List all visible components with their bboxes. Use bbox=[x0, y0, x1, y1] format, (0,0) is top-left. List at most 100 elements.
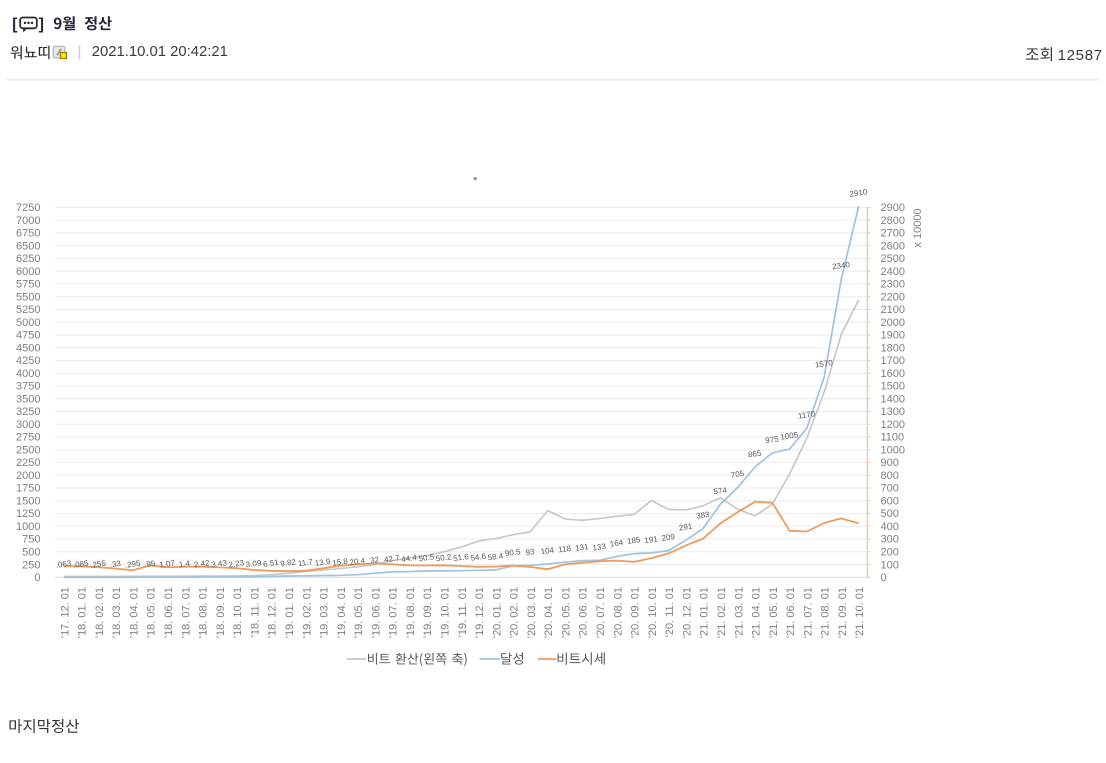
svg-text:1000: 1000 bbox=[881, 444, 905, 456]
svg-text:3750: 3750 bbox=[16, 381, 40, 393]
svg-text:2250: 2250 bbox=[16, 457, 40, 469]
svg-text:2800: 2800 bbox=[881, 215, 905, 227]
svg-text:'21. 02. 01: '21. 02. 01 bbox=[716, 587, 728, 638]
svg-text:1500: 1500 bbox=[881, 381, 905, 393]
svg-text:'20. 12. 01: '20. 12. 01 bbox=[681, 587, 693, 638]
svg-text:164: 164 bbox=[609, 538, 624, 549]
svg-text:'21. 01. 01: '21. 01. 01 bbox=[699, 587, 711, 638]
svg-text:51.6: 51.6 bbox=[453, 552, 470, 563]
svg-text:4500: 4500 bbox=[16, 342, 40, 354]
svg-text:900: 900 bbox=[881, 457, 899, 469]
svg-text:6000: 6000 bbox=[16, 266, 40, 278]
svg-text:705: 705 bbox=[730, 469, 745, 480]
svg-text:133: 133 bbox=[592, 542, 607, 553]
svg-text:300: 300 bbox=[881, 534, 899, 546]
svg-text:2500: 2500 bbox=[881, 253, 905, 265]
svg-text:865: 865 bbox=[747, 448, 762, 459]
svg-text:90.5: 90.5 bbox=[504, 547, 521, 558]
svg-text:'19. 12. 01: '19. 12. 01 bbox=[474, 587, 486, 638]
svg-text:3000: 3000 bbox=[16, 419, 40, 431]
svg-text:750: 750 bbox=[22, 534, 40, 546]
svg-text:'18. 11. 01: '18. 11. 01 bbox=[249, 587, 261, 637]
svg-text:2000: 2000 bbox=[881, 317, 905, 329]
svg-text:'18. 09. 01: '18. 09. 01 bbox=[215, 587, 227, 638]
svg-text:1570: 1570 bbox=[814, 358, 833, 369]
svg-text:.255: .255 bbox=[90, 559, 107, 570]
svg-text:'21. 03. 01: '21. 03. 01 bbox=[733, 587, 745, 638]
svg-text:4250: 4250 bbox=[16, 355, 40, 367]
svg-text:5500: 5500 bbox=[16, 291, 40, 303]
svg-text:'21. 04. 01: '21. 04. 01 bbox=[751, 587, 763, 638]
svg-text:3500: 3500 bbox=[16, 393, 40, 405]
svg-text:4000: 4000 bbox=[16, 368, 40, 380]
svg-text:'21. 09. 01: '21. 09. 01 bbox=[837, 587, 849, 638]
svg-text:400: 400 bbox=[881, 521, 899, 533]
svg-text:'18. 03. 01: '18. 03. 01 bbox=[111, 587, 123, 638]
svg-text:'20. 10. 01: '20. 10. 01 bbox=[647, 587, 659, 638]
svg-text:1200: 1200 bbox=[881, 419, 905, 431]
svg-text:'19. 08. 01: '19. 08. 01 bbox=[405, 587, 417, 638]
svg-text:'21. 05. 01: '21. 05. 01 bbox=[768, 587, 780, 638]
svg-text:2000: 2000 bbox=[16, 470, 40, 482]
svg-text:2.23: 2.23 bbox=[228, 558, 245, 569]
svg-text:1100: 1100 bbox=[881, 432, 905, 444]
svg-text:2200: 2200 bbox=[881, 291, 905, 303]
svg-text:800: 800 bbox=[881, 470, 899, 482]
svg-text:2500: 2500 bbox=[16, 444, 40, 456]
svg-text:.95: .95 bbox=[144, 559, 157, 570]
svg-text:'18. 12. 01: '18. 12. 01 bbox=[267, 587, 279, 638]
svg-text:500: 500 bbox=[881, 508, 899, 520]
svg-text:2900: 2900 bbox=[881, 202, 905, 214]
svg-text:3250: 3250 bbox=[16, 406, 40, 418]
svg-text:700: 700 bbox=[881, 483, 899, 495]
svg-text:7250: 7250 bbox=[16, 202, 40, 214]
svg-text:'18. 10. 01: '18. 10. 01 bbox=[232, 587, 244, 638]
svg-text:'18. 08. 01: '18. 08. 01 bbox=[198, 587, 210, 638]
svg-text:'18. 07. 01: '18. 07. 01 bbox=[180, 587, 192, 638]
svg-text:'20. 03. 01: '20. 03. 01 bbox=[526, 587, 538, 638]
svg-text:'18. 06. 01: '18. 06. 01 bbox=[163, 587, 175, 638]
svg-text:1900: 1900 bbox=[881, 330, 905, 342]
svg-text:42.7: 42.7 bbox=[384, 553, 401, 564]
svg-text:'18. 04. 01: '18. 04. 01 bbox=[129, 587, 141, 638]
svg-text:3.43: 3.43 bbox=[211, 558, 228, 569]
svg-text:2750: 2750 bbox=[16, 432, 40, 444]
svg-text:20.4: 20.4 bbox=[349, 556, 366, 567]
svg-text:131: 131 bbox=[575, 542, 590, 553]
svg-text:2100: 2100 bbox=[881, 304, 905, 316]
svg-text:2910: 2910 bbox=[849, 187, 868, 198]
svg-text:500: 500 bbox=[22, 546, 40, 558]
svg-text:11.7: 11.7 bbox=[297, 557, 314, 568]
svg-text:'17. 12. 01: '17. 12. 01 bbox=[59, 587, 71, 638]
svg-text:200: 200 bbox=[881, 546, 899, 558]
svg-text:185: 185 bbox=[627, 535, 642, 546]
svg-text:104: 104 bbox=[540, 545, 555, 556]
svg-text:574: 574 bbox=[713, 486, 728, 497]
svg-text:4750: 4750 bbox=[16, 330, 40, 342]
svg-text:1.4: 1.4 bbox=[178, 559, 191, 570]
svg-text:191: 191 bbox=[644, 534, 659, 545]
svg-text:'21. 10. 01: '21. 10. 01 bbox=[854, 587, 866, 638]
svg-text:100: 100 bbox=[881, 559, 899, 571]
svg-text:250: 250 bbox=[22, 559, 40, 571]
svg-text:.085: .085 bbox=[72, 559, 89, 570]
svg-text:2340: 2340 bbox=[832, 260, 851, 271]
svg-text:600: 600 bbox=[881, 495, 899, 507]
svg-text:6750: 6750 bbox=[16, 228, 40, 240]
svg-text:'19. 04. 01: '19. 04. 01 bbox=[336, 587, 348, 638]
svg-text:'19. 06. 01: '19. 06. 01 bbox=[370, 587, 382, 638]
svg-text:'19. 05. 01: '19. 05. 01 bbox=[353, 587, 365, 638]
svg-text:.33: .33 bbox=[109, 559, 122, 570]
svg-text:'21. 06. 01: '21. 06. 01 bbox=[785, 587, 797, 638]
svg-text:'20. 04. 01: '20. 04. 01 bbox=[543, 587, 555, 638]
svg-text:'19. 02. 01: '19. 02. 01 bbox=[301, 587, 313, 638]
svg-text:9.82: 9.82 bbox=[280, 557, 297, 568]
svg-text:118: 118 bbox=[558, 544, 572, 555]
svg-text:2300: 2300 bbox=[881, 279, 905, 291]
svg-text:'20. 09. 01: '20. 09. 01 bbox=[630, 587, 642, 638]
svg-text:'21. 07. 01: '21. 07. 01 bbox=[802, 587, 814, 638]
svg-text:'19. 03. 01: '19. 03. 01 bbox=[319, 587, 331, 638]
svg-text:6250: 6250 bbox=[16, 253, 40, 265]
svg-text:'20. 02. 01: '20. 02. 01 bbox=[509, 587, 521, 638]
svg-text:1700: 1700 bbox=[881, 355, 905, 367]
